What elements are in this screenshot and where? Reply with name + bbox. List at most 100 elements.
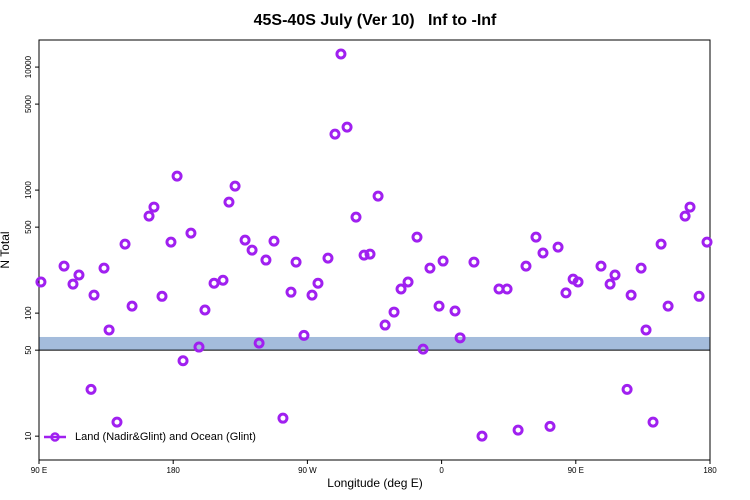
point	[655, 238, 667, 250]
point	[67, 278, 79, 290]
y-tick-label: 500	[24, 220, 33, 234]
x-tick-label: 90 E	[568, 466, 584, 475]
point	[322, 252, 334, 264]
point	[647, 416, 659, 428]
y-axis-label: N Total	[0, 231, 12, 268]
point	[402, 276, 414, 288]
point	[411, 231, 423, 243]
point	[306, 289, 318, 301]
point	[268, 235, 280, 247]
point	[701, 236, 713, 248]
legend-marker	[50, 432, 60, 442]
point	[468, 256, 480, 268]
chart-title: 45S-40S July (Ver 10) Inf to -Inf	[254, 12, 497, 29]
point	[111, 416, 123, 428]
x-tick-label: 0	[439, 466, 444, 475]
point	[454, 332, 466, 344]
point	[177, 355, 189, 367]
point	[335, 48, 347, 60]
point	[246, 244, 258, 256]
point	[260, 254, 272, 266]
x-tick-label: 90 W	[298, 466, 317, 475]
x-tick-label: 90 E	[31, 466, 47, 475]
point	[193, 341, 205, 353]
point	[552, 241, 564, 253]
point	[298, 329, 310, 341]
x-tick-label: 180	[703, 466, 717, 475]
point	[537, 247, 549, 259]
x-axis-label: Longitude (deg E)	[327, 476, 422, 490]
point	[98, 262, 110, 274]
point	[85, 383, 97, 395]
point	[364, 248, 376, 260]
point	[388, 306, 400, 318]
point	[185, 227, 197, 239]
point	[379, 319, 391, 331]
point	[126, 300, 138, 312]
point	[253, 337, 265, 349]
point	[662, 300, 674, 312]
point	[35, 276, 47, 288]
plot-frame	[38, 39, 711, 461]
point	[640, 324, 652, 336]
point	[165, 236, 177, 248]
point	[679, 210, 691, 222]
point	[148, 201, 160, 213]
point	[208, 277, 220, 289]
point	[604, 278, 616, 290]
x-tick-label: 180	[167, 466, 181, 475]
point	[476, 430, 488, 442]
point	[239, 234, 251, 246]
point	[88, 289, 100, 301]
point	[285, 286, 297, 298]
legend-label: Land (Nadir&Glint) and Ocean (Glint)	[75, 431, 256, 443]
y-tick-label: 100	[24, 306, 33, 320]
point	[520, 260, 532, 272]
point	[595, 260, 607, 272]
y-tick-label: 10	[24, 431, 33, 440]
point	[199, 304, 211, 316]
point	[73, 269, 85, 281]
point	[119, 238, 131, 250]
point	[341, 121, 353, 133]
point	[395, 283, 407, 295]
y-tick-label: 50	[24, 345, 33, 354]
point	[625, 289, 637, 301]
point	[449, 305, 461, 317]
y-tick-label: 5000	[24, 95, 33, 113]
point	[58, 260, 70, 272]
point	[229, 180, 241, 192]
point	[530, 231, 542, 243]
point	[433, 300, 445, 312]
point	[512, 424, 524, 436]
point	[684, 201, 696, 213]
y-tick-label: 1000	[24, 181, 33, 199]
point	[372, 190, 384, 202]
point	[693, 290, 705, 302]
point	[358, 249, 370, 261]
point	[277, 412, 289, 424]
point	[437, 255, 449, 267]
point	[143, 210, 155, 222]
point	[609, 269, 621, 281]
point	[635, 262, 647, 274]
point	[560, 287, 572, 299]
point	[424, 262, 436, 274]
point	[417, 343, 429, 355]
y-tick-label: 10000	[24, 55, 33, 78]
point	[290, 256, 302, 268]
point	[350, 211, 362, 223]
point	[156, 290, 168, 302]
point	[217, 274, 229, 286]
point	[103, 324, 115, 336]
point	[572, 276, 584, 288]
point	[544, 420, 556, 432]
point	[621, 383, 633, 395]
band	[39, 336, 710, 351]
point	[329, 128, 341, 140]
point	[171, 170, 183, 182]
point	[312, 277, 324, 289]
point	[501, 283, 513, 295]
point	[223, 196, 235, 208]
